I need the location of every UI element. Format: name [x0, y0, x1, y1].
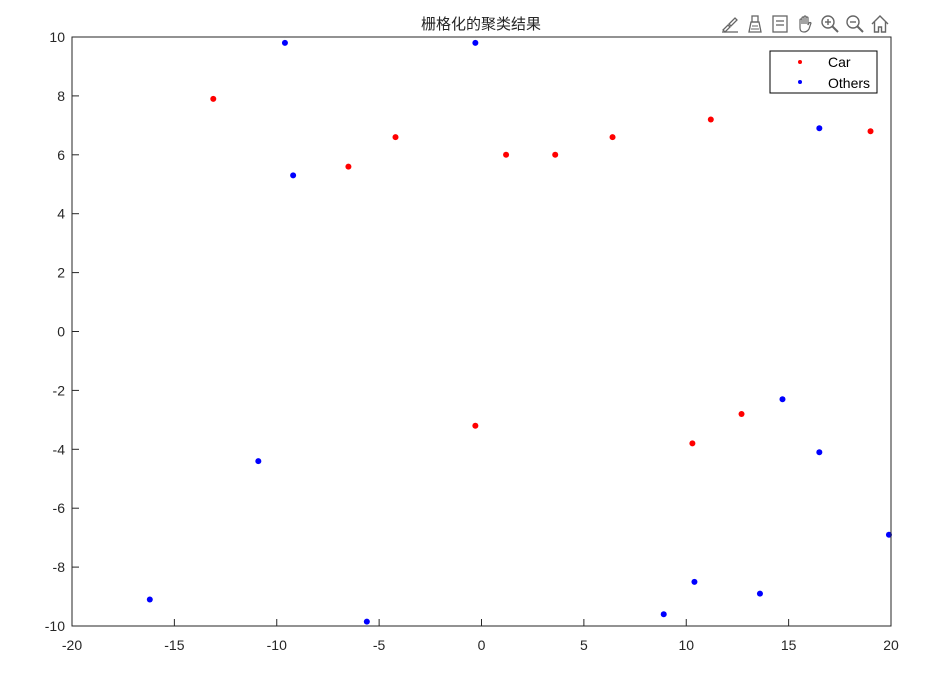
data-point: [290, 172, 297, 179]
data-point: [756, 590, 763, 597]
home-icon[interactable]: [868, 12, 891, 35]
data-point: [146, 596, 153, 603]
data-point: [816, 125, 823, 132]
legend[interactable]: Car Others: [769, 50, 878, 94]
y-tick-label: 0: [57, 324, 65, 340]
x-tick-label: -20: [62, 637, 82, 653]
x-tick-label: 5: [580, 637, 588, 653]
legend-box: [769, 50, 878, 94]
data-point: [345, 163, 352, 170]
data-point: [503, 151, 510, 158]
zoom-out-icon[interactable]: [843, 12, 866, 35]
y-tick-label: 10: [49, 29, 65, 45]
y-tick-label: -8: [53, 559, 66, 575]
y-tick-label: 8: [57, 88, 65, 104]
data-point: [363, 618, 370, 625]
y-tick-label: 2: [57, 265, 65, 281]
series-others: [146, 39, 892, 625]
data-point: [392, 134, 399, 141]
y-tick-label: -2: [53, 382, 66, 398]
brush-data-icon[interactable]: [718, 12, 741, 35]
data-point: [689, 440, 696, 447]
legend-label-others: Others: [828, 75, 870, 91]
y-tick-label: -10: [45, 618, 65, 634]
x-tick-label: -15: [164, 637, 184, 653]
x-tick-label: -10: [267, 637, 287, 653]
data-point: [281, 39, 288, 46]
data-point: [609, 134, 616, 141]
data-point: [707, 116, 714, 123]
chart-title: 栅格化的聚类结果: [421, 15, 541, 33]
data-point: [210, 95, 217, 102]
axes-box: [71, 36, 892, 627]
data-point: [816, 449, 823, 456]
series-car: [210, 95, 874, 447]
x-tick-label: -5: [373, 637, 386, 653]
legend-marker-car: [798, 60, 802, 64]
y-tick-label: -4: [53, 441, 66, 457]
figure-toolbar: [718, 12, 891, 36]
data-point: [867, 128, 874, 135]
y-tick-label: 6: [57, 147, 65, 163]
zoom-in-icon[interactable]: [818, 12, 841, 35]
x-tick-label: 10: [678, 637, 694, 653]
data-point: [738, 410, 745, 417]
restore-view-icon[interactable]: [768, 12, 791, 35]
data-point: [885, 531, 892, 538]
x-tick-label: 15: [781, 637, 797, 653]
data-point: [779, 396, 786, 403]
data-point: [472, 422, 479, 429]
x-tick-label: 0: [478, 637, 486, 653]
data-point: [660, 611, 667, 618]
data-point: [691, 578, 698, 585]
points-layer: [146, 39, 892, 625]
y-tick-label: 4: [57, 206, 65, 222]
data-point: [472, 39, 479, 46]
legend-marker-others: [798, 80, 802, 84]
data-point: [255, 458, 262, 465]
pan-icon[interactable]: [793, 12, 816, 35]
legend-label-car: Car: [828, 54, 851, 70]
data-tips-icon[interactable]: [743, 12, 766, 35]
data-point: [552, 151, 559, 158]
x-tick-label: 20: [883, 637, 899, 653]
y-tick-label: -6: [53, 500, 66, 516]
